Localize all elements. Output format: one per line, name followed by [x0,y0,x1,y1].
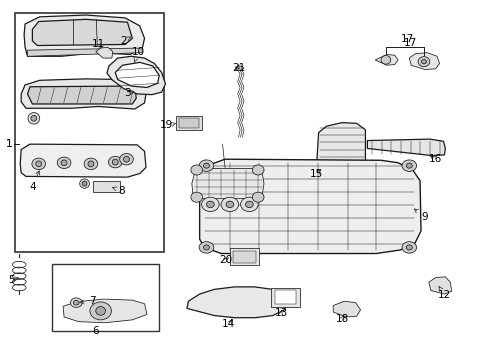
Ellipse shape [421,59,426,64]
Polygon shape [199,159,420,253]
Polygon shape [191,168,264,199]
Ellipse shape [31,116,37,121]
Ellipse shape [201,197,219,212]
Ellipse shape [70,298,82,307]
Ellipse shape [225,201,233,208]
Ellipse shape [406,245,411,250]
Text: 6: 6 [92,326,99,336]
Bar [233,251,255,263]
Bar [178,118,199,128]
Text: 14: 14 [222,319,235,329]
Text: 9: 9 [413,209,427,221]
Polygon shape [96,47,113,58]
Text: 7: 7 [80,296,96,306]
Ellipse shape [235,66,243,70]
Polygon shape [374,54,397,65]
Polygon shape [428,277,451,294]
Text: 10: 10 [131,46,144,62]
Bar [52,264,159,330]
Text: 18: 18 [335,314,348,324]
Ellipse shape [190,165,202,175]
Text: 1: 1 [6,139,13,149]
Ellipse shape [84,158,98,170]
Ellipse shape [36,161,41,167]
Text: 16: 16 [428,154,441,164]
Ellipse shape [120,153,133,165]
Text: 17: 17 [403,38,416,48]
Text: 1: 1 [6,139,13,149]
Ellipse shape [61,160,67,166]
Ellipse shape [203,245,209,250]
Polygon shape [186,287,287,318]
Polygon shape [32,19,132,45]
Polygon shape [21,79,146,109]
Ellipse shape [252,165,264,175]
Text: 3: 3 [124,88,134,98]
Text: 15: 15 [309,168,323,179]
Polygon shape [63,299,147,323]
Ellipse shape [108,156,122,168]
Text: 17: 17 [401,35,414,44]
Ellipse shape [417,57,429,67]
Ellipse shape [57,157,71,168]
Ellipse shape [240,197,258,212]
Text: 8: 8 [112,186,124,196]
Bar [15,13,163,252]
Ellipse shape [123,156,129,162]
Ellipse shape [82,181,87,186]
Bar [271,288,299,307]
Ellipse shape [406,163,411,168]
Ellipse shape [203,163,209,168]
Ellipse shape [28,113,40,124]
Polygon shape [115,62,159,87]
Polygon shape [24,15,144,56]
Bar [93,181,120,192]
Text: 2: 2 [120,36,130,46]
Ellipse shape [190,192,202,202]
Polygon shape [332,301,360,317]
Ellipse shape [199,160,213,171]
Ellipse shape [80,179,89,188]
Text: 20: 20 [219,255,232,265]
Ellipse shape [401,160,416,171]
Bar [229,248,259,265]
Ellipse shape [88,161,94,167]
Ellipse shape [96,307,105,315]
Ellipse shape [73,300,79,305]
Ellipse shape [221,197,238,212]
Bar [275,291,295,305]
Text: 13: 13 [274,309,287,318]
Polygon shape [20,144,146,177]
Bar [176,116,201,130]
Text: 19: 19 [160,121,176,130]
Ellipse shape [199,242,213,253]
Polygon shape [366,139,445,156]
Ellipse shape [245,201,253,208]
Text: 11: 11 [91,40,104,49]
Ellipse shape [90,302,111,320]
Text: 5: 5 [8,275,19,285]
Ellipse shape [32,158,45,170]
Polygon shape [27,48,142,56]
Polygon shape [316,123,365,177]
Polygon shape [408,53,439,69]
Text: 21: 21 [231,63,245,73]
Ellipse shape [401,242,416,253]
Ellipse shape [380,55,390,64]
Ellipse shape [252,192,264,202]
Ellipse shape [112,159,118,165]
Polygon shape [27,86,136,104]
Text: 4: 4 [29,171,40,192]
Ellipse shape [206,201,214,208]
Polygon shape [107,56,165,95]
Text: 12: 12 [437,287,450,301]
